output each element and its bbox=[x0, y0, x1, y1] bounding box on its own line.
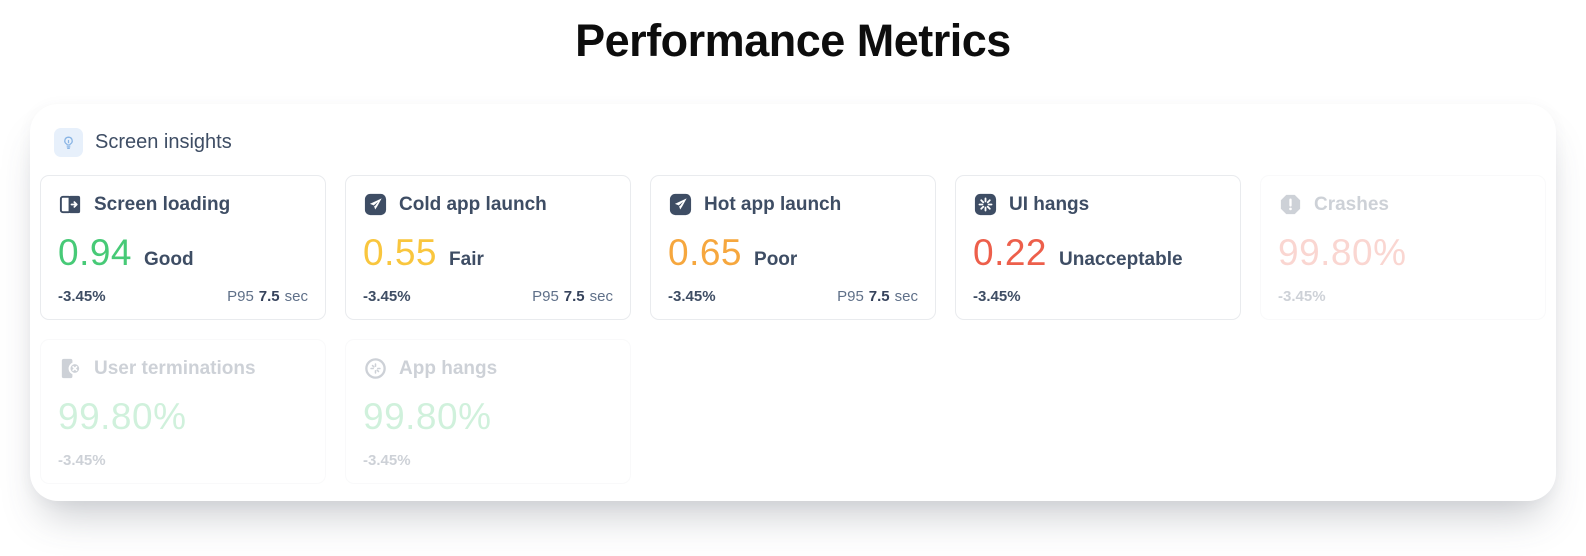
lightbulb-icon bbox=[54, 128, 83, 157]
app-hang-icon bbox=[365, 358, 386, 379]
delta-value: -3.45% bbox=[58, 288, 106, 305]
panel-title: Screen insights bbox=[95, 131, 232, 153]
card-title: App hangs bbox=[399, 357, 498, 379]
card-title: Crashes bbox=[1314, 193, 1389, 215]
value-row: 0.65 Poor bbox=[668, 232, 918, 274]
card-header: Crashes bbox=[1278, 192, 1528, 217]
spinner-icon bbox=[974, 193, 997, 216]
metric-status: Good bbox=[144, 248, 194, 270]
metric-card-user-terminations: User terminations 99.80% -3.45% bbox=[40, 339, 326, 484]
metric-card-crashes: Crashes 99.80% -3.45% bbox=[1260, 175, 1546, 320]
p95-group: P95 7.5 sec bbox=[532, 288, 613, 305]
card-header: Cold app launch bbox=[363, 192, 613, 217]
card-header: UI hangs bbox=[973, 192, 1223, 217]
metric-card-app-hangs: App hangs 99.80% -3.45% bbox=[345, 339, 631, 484]
p95-unit: sec bbox=[284, 288, 308, 305]
metric-card-screen-loading[interactable]: Screen loading 0.94 Good -3.45% P95 7.5 … bbox=[40, 175, 326, 320]
p95-group: P95 7.5 sec bbox=[837, 288, 918, 305]
card-title: Hot app launch bbox=[704, 193, 842, 215]
value-row: 99.80% bbox=[363, 396, 613, 438]
page-title: Performance Metrics bbox=[575, 15, 1011, 66]
metric-status: Unacceptable bbox=[1059, 248, 1183, 270]
panel-header: Screen insights bbox=[54, 128, 1532, 157]
p95-group: P95 7.5 sec bbox=[227, 288, 308, 305]
card-footer: -3.45% bbox=[363, 452, 613, 469]
value-row: 0.94 Good bbox=[58, 232, 308, 274]
metric-status: Poor bbox=[754, 248, 798, 270]
paper-plane-icon bbox=[364, 193, 387, 216]
p95-unit: sec bbox=[894, 288, 918, 305]
card-footer: -3.45% bbox=[973, 288, 1223, 305]
user-termination-icon bbox=[61, 358, 82, 379]
metric-value: 0.94 bbox=[58, 231, 133, 273]
metric-value: 0.22 bbox=[973, 231, 1048, 273]
delta-value: -3.45% bbox=[1278, 288, 1326, 305]
alert-octagon-icon bbox=[1280, 194, 1301, 215]
card-title: Screen loading bbox=[94, 193, 231, 215]
card-title: Cold app launch bbox=[399, 193, 547, 215]
card-footer: -3.45% P95 7.5 sec bbox=[58, 288, 308, 305]
p95-value: 7.5 bbox=[563, 288, 585, 305]
metric-card-cold-app-launch[interactable]: Cold app launch 0.55 Fair -3.45% P95 7.5… bbox=[345, 175, 631, 320]
screen-insights-panel: Screen insights Screen loading 0.94 Good… bbox=[30, 104, 1556, 501]
metric-value: 99.80% bbox=[1278, 231, 1407, 273]
p95-value: 7.5 bbox=[868, 288, 890, 305]
delta-value: -3.45% bbox=[363, 288, 411, 305]
card-header: Hot app launch bbox=[668, 192, 918, 217]
metric-value: 99.80% bbox=[363, 395, 492, 437]
delta-value: -3.45% bbox=[363, 452, 411, 469]
card-footer: -3.45% P95 7.5 sec bbox=[363, 288, 613, 305]
card-footer: -3.45% P95 7.5 sec bbox=[668, 288, 918, 305]
metric-card-hot-app-launch[interactable]: Hot app launch 0.65 Poor -3.45% P95 7.5 … bbox=[650, 175, 936, 320]
value-row: 99.80% bbox=[1278, 232, 1528, 274]
card-footer: -3.45% bbox=[1278, 288, 1528, 305]
value-row: 99.80% bbox=[58, 396, 308, 438]
p95-label: P95 bbox=[837, 288, 864, 305]
card-title: User terminations bbox=[94, 357, 256, 379]
delta-value: -3.45% bbox=[58, 452, 106, 469]
p95-label: P95 bbox=[532, 288, 559, 305]
value-row: 0.22 Unacceptable bbox=[973, 232, 1223, 274]
metric-value: 0.65 bbox=[668, 231, 743, 273]
paper-plane-icon bbox=[669, 193, 692, 216]
value-row: 0.55 Fair bbox=[363, 232, 613, 274]
card-header: User terminations bbox=[58, 356, 308, 381]
metric-cards-grid: Screen loading 0.94 Good -3.45% P95 7.5 … bbox=[40, 175, 1546, 484]
card-title: UI hangs bbox=[1009, 193, 1090, 215]
metric-value: 0.55 bbox=[363, 231, 438, 273]
card-footer: -3.45% bbox=[58, 452, 308, 469]
card-header: Screen loading bbox=[58, 192, 308, 217]
delta-value: -3.45% bbox=[668, 288, 716, 305]
metric-card-ui-hangs[interactable]: UI hangs 0.22 Unacceptable -3.45% bbox=[955, 175, 1241, 320]
p95-value: 7.5 bbox=[258, 288, 280, 305]
screen-transition-icon bbox=[59, 195, 81, 214]
metric-value: 99.80% bbox=[58, 395, 187, 437]
delta-value: -3.45% bbox=[973, 288, 1021, 305]
card-header: App hangs bbox=[363, 356, 613, 381]
p95-unit: sec bbox=[589, 288, 613, 305]
p95-label: P95 bbox=[227, 288, 254, 305]
metric-status: Fair bbox=[449, 248, 484, 270]
